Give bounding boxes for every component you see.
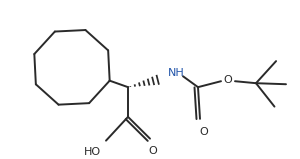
Text: O: O — [200, 127, 208, 137]
Text: O: O — [148, 146, 158, 156]
Text: HO: HO — [83, 147, 100, 157]
Text: NH: NH — [168, 68, 185, 78]
Text: O: O — [224, 75, 232, 85]
